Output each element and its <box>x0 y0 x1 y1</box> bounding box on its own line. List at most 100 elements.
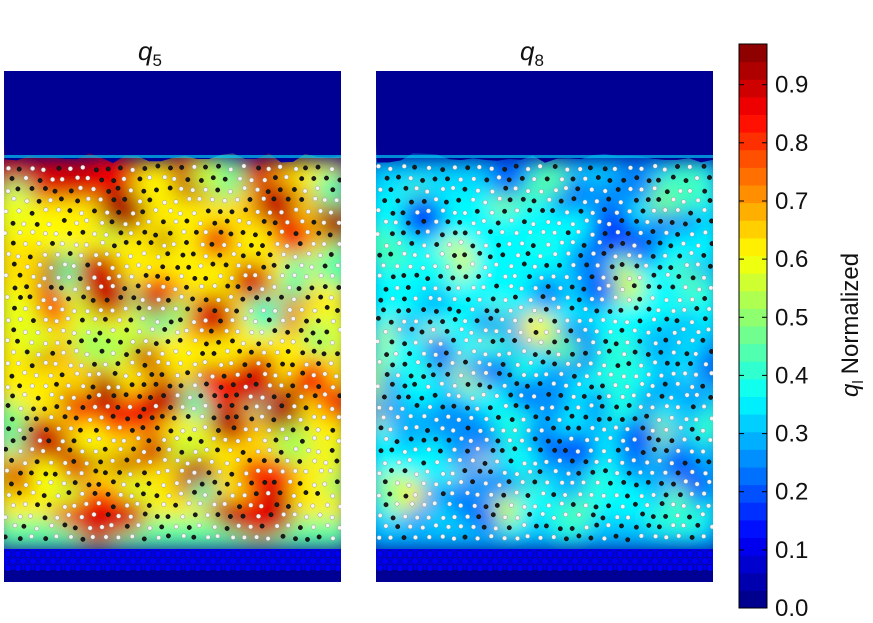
particle <box>395 198 401 204</box>
particle <box>66 339 72 345</box>
particle <box>465 448 470 454</box>
particle <box>656 417 662 423</box>
particle <box>87 525 93 531</box>
particle <box>312 435 317 441</box>
particle <box>316 230 322 236</box>
particle <box>329 340 335 346</box>
particle <box>40 448 46 454</box>
particle <box>87 437 92 443</box>
particle <box>4 468 10 473</box>
q8-field-blob <box>509 443 541 475</box>
particle <box>668 243 674 249</box>
particle <box>68 363 74 368</box>
particle <box>271 262 277 268</box>
particle <box>18 448 23 454</box>
particle <box>150 326 156 332</box>
bottom-particle <box>264 550 272 558</box>
bottom-particle <box>4 564 12 572</box>
particle <box>249 329 255 335</box>
particle <box>71 395 77 401</box>
particle <box>597 286 602 291</box>
particle <box>93 448 99 454</box>
particle <box>541 229 546 235</box>
particle <box>83 501 89 507</box>
particle <box>402 383 408 389</box>
particle <box>530 221 536 227</box>
bottom-particle <box>426 550 434 558</box>
particle <box>421 243 427 248</box>
particle <box>663 470 668 476</box>
colorbar-tick-label: 0.7 <box>775 188 808 215</box>
particle <box>274 458 280 463</box>
particle <box>330 384 336 390</box>
particle <box>336 414 341 420</box>
particle <box>671 197 676 202</box>
particle <box>260 243 265 249</box>
particle <box>116 273 122 279</box>
particle <box>433 308 439 314</box>
particle <box>130 210 136 216</box>
particle <box>155 163 161 169</box>
q8-field-blob <box>587 468 616 496</box>
particle <box>236 523 242 529</box>
particle <box>401 273 407 278</box>
particle <box>440 515 446 521</box>
particle <box>106 385 112 390</box>
particle <box>590 210 596 216</box>
particle <box>27 294 33 300</box>
particle <box>544 523 549 529</box>
particle <box>540 359 546 365</box>
particle <box>495 438 501 444</box>
particle <box>193 229 199 235</box>
particle <box>280 361 285 367</box>
particle <box>563 512 569 517</box>
bottom-particle <box>706 564 713 572</box>
particle <box>402 361 408 367</box>
particle <box>468 415 474 421</box>
particle <box>569 480 575 486</box>
particle <box>399 406 405 412</box>
particle <box>577 318 582 324</box>
particle <box>311 219 317 225</box>
particle <box>452 514 457 520</box>
particle <box>111 178 117 184</box>
particle <box>406 308 411 313</box>
particle <box>421 480 427 486</box>
particle <box>651 492 656 498</box>
particle <box>651 272 657 278</box>
particle <box>6 426 12 432</box>
particle <box>663 514 668 519</box>
particle <box>403 493 409 499</box>
particle <box>465 514 470 520</box>
particle <box>503 297 508 303</box>
particle <box>153 403 159 409</box>
particle <box>211 502 217 507</box>
particle <box>426 447 432 452</box>
particle <box>458 479 464 485</box>
particle <box>274 502 280 508</box>
particle <box>259 329 265 335</box>
particle <box>600 383 605 389</box>
particle <box>646 306 652 312</box>
particle <box>426 165 432 171</box>
particle <box>612 319 618 324</box>
bottom-particle <box>64 564 72 572</box>
particle <box>463 337 469 343</box>
particle <box>381 262 386 268</box>
particle <box>204 381 209 387</box>
particle <box>322 481 328 487</box>
particle <box>105 403 111 409</box>
particle <box>16 360 21 366</box>
particle <box>682 460 688 466</box>
particle <box>619 523 624 529</box>
particle <box>118 339 123 345</box>
particle <box>5 403 11 408</box>
particle <box>474 208 480 214</box>
particle <box>407 351 412 356</box>
particle <box>305 537 310 542</box>
particle <box>662 207 668 213</box>
particle <box>262 479 268 485</box>
q8-field-blob <box>518 311 552 345</box>
particle <box>627 276 632 281</box>
particle <box>190 251 196 257</box>
